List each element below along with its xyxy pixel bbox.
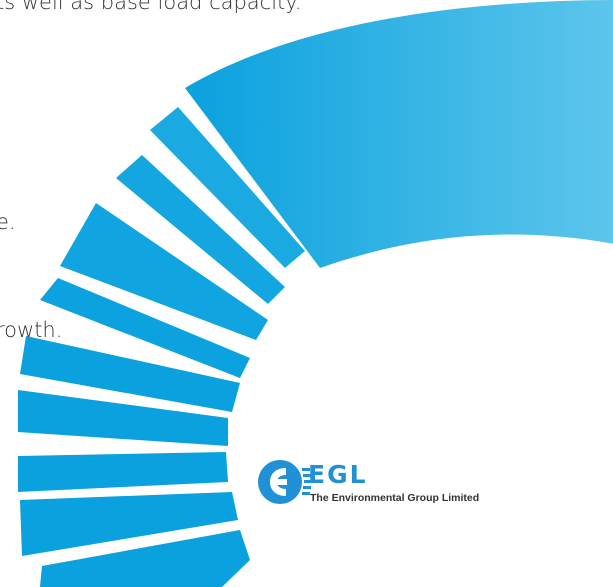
body-text-line: rowth. (0, 318, 63, 342)
arc-ray-segment (20, 336, 240, 412)
arc-ray-segment (20, 492, 238, 556)
arc-ray-segment (40, 530, 250, 587)
arc-ray-segment (116, 155, 285, 304)
egl-logo-icon (258, 460, 312, 504)
egl-logo: EGL The Environmental Group Limited (256, 456, 496, 518)
arc-ray-segment (60, 203, 268, 340)
arc-ray-segment (40, 278, 250, 378)
arc-ray-segment (18, 390, 228, 446)
arc-ray-segment (150, 107, 305, 268)
egl-logo-name: EGL (308, 460, 368, 489)
arc-main-band (185, 0, 613, 268)
body-text-line: ts well as base load capacity. (0, 0, 302, 14)
arc-ray-segment (18, 452, 228, 492)
body-text-line: e. (0, 210, 16, 234)
egl-logo-tagline: The Environmental Group Limited (310, 492, 480, 504)
